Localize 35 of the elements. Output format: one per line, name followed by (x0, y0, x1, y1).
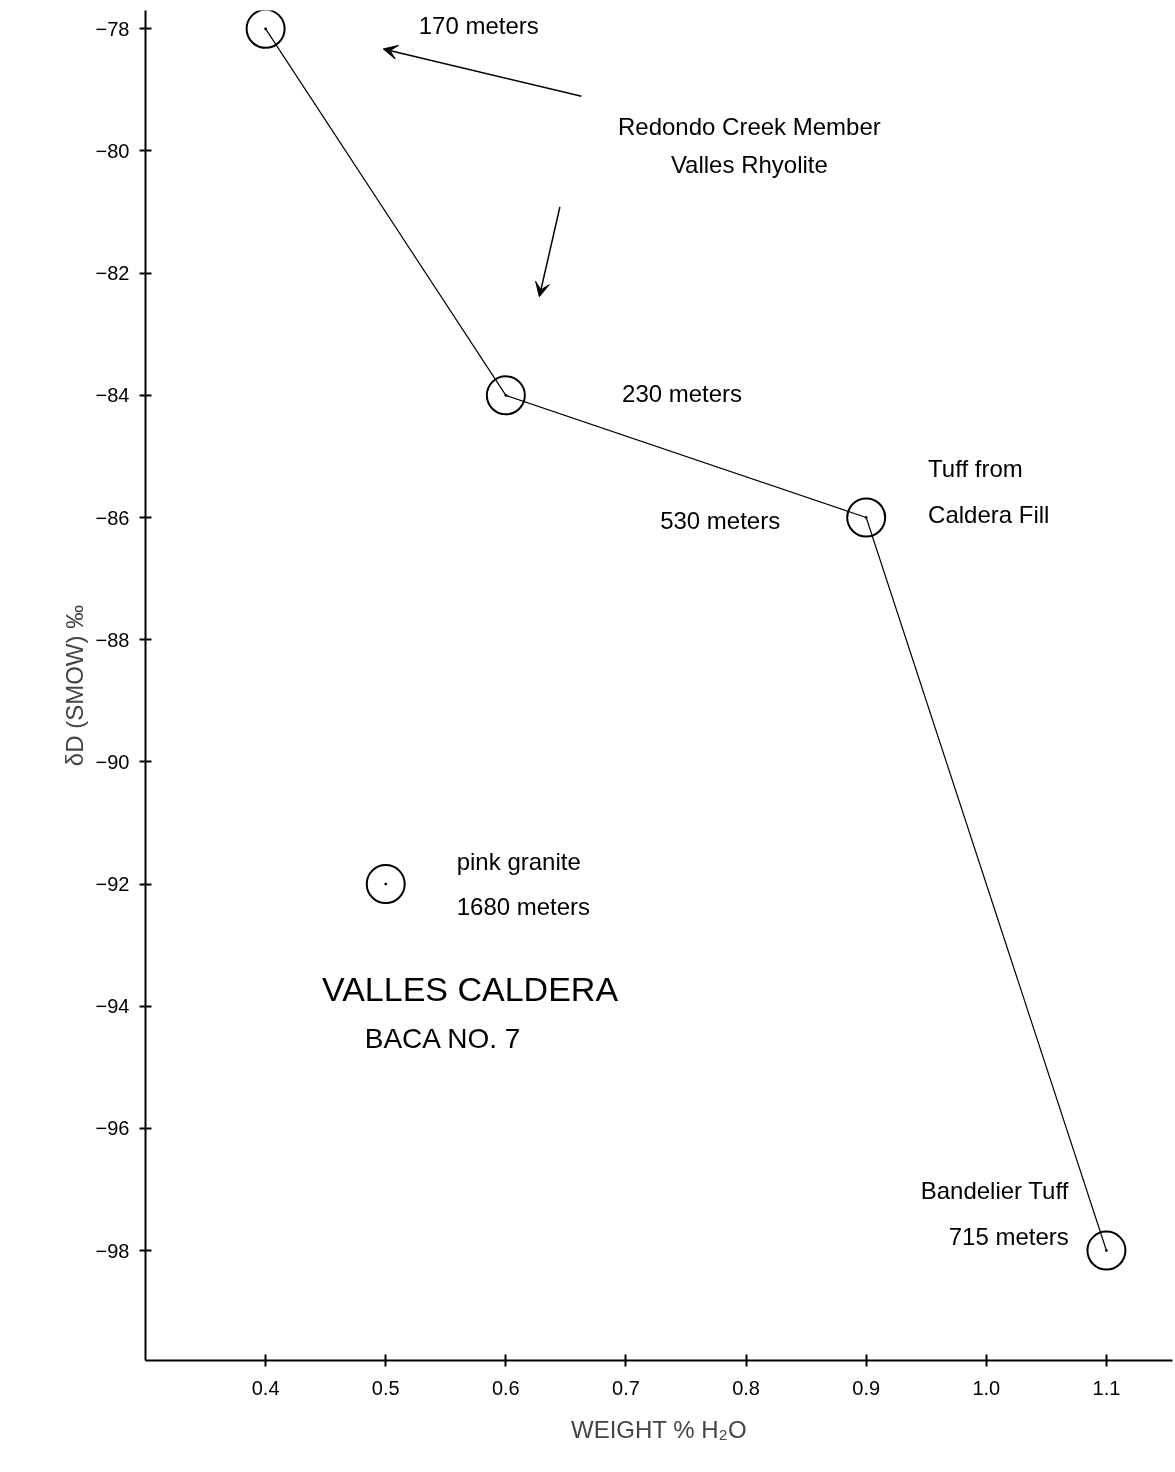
x-tick-label: 1.0 (972, 1376, 1001, 1399)
y-tick-label: −84 (95, 384, 130, 407)
annotation: Bandelier Tuff 715 meters (920, 1176, 1069, 1250)
y-tick-label: −86 (95, 506, 130, 529)
text: BACA NO. 7 (364, 1023, 521, 1055)
y-tick-label: −98 (95, 1239, 130, 1262)
x-tick-label: 0.8 (732, 1376, 760, 1399)
x-tick-label: 0.7 (612, 1376, 640, 1399)
annotation: Tuff from Caldera Fill (928, 454, 1050, 528)
y-tick-label: −82 (95, 262, 130, 285)
text: VALLES CALDERA (322, 970, 619, 1009)
y-tick-label: −90 (95, 750, 130, 773)
point (846, 497, 887, 538)
annotation: 230 meters (622, 380, 743, 408)
y-tick-label: −94 (95, 995, 130, 1018)
y-tick-label: −78 (95, 17, 130, 40)
y-tick-label: −80 (95, 140, 130, 162)
annotation: 530 meters (660, 507, 781, 535)
x-axis-title: WEIGHT % H₂O (571, 1415, 747, 1443)
annotation: 170 meters (418, 11, 539, 39)
point (485, 375, 526, 416)
x-tick-label: 0.5 (371, 1376, 400, 1399)
annotation: Redondo Creek Member Valles Rhyolite (617, 113, 881, 178)
y-tick-label: −88 (95, 628, 130, 651)
x-tick-label: 1.1 (1092, 1376, 1121, 1399)
x-tick-label: 0.6 (491, 1376, 520, 1399)
x-tick-label: 0.9 (852, 1376, 881, 1399)
y-tick-label: −96 (95, 1117, 130, 1140)
y-axis-title: δD (SMOW) ‰ (60, 604, 88, 767)
annotation: pink granite 1680 meters (456, 847, 591, 921)
point (365, 864, 406, 904)
point (245, 10, 286, 49)
x-tick-label: 0.4 (251, 1376, 280, 1399)
point (1086, 1230, 1127, 1271)
y-tick-label: −92 (95, 873, 130, 896)
